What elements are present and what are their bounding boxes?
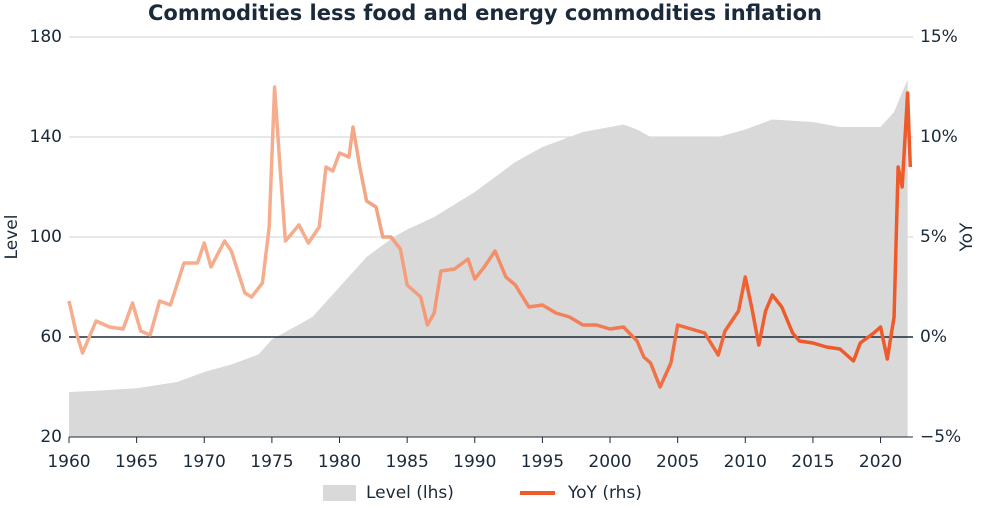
chart-title: Commodities less food and energy commodi… [148, 1, 822, 25]
x-tick-label: 1960 [47, 452, 90, 472]
y-tick-label: 100 [30, 227, 62, 247]
y2-tick-label: 15% [920, 27, 958, 47]
y-tick-label: 20 [40, 427, 62, 447]
legend-label: Level (lhs) [366, 483, 454, 503]
yoy-line [67, 85, 913, 389]
x-tick-label: 2020 [859, 452, 902, 472]
y2-axis-label: YoY [957, 222, 977, 253]
x-tick-label: 2000 [588, 452, 631, 472]
x-tick-label: 1995 [521, 452, 564, 472]
y-axis-label: Level [2, 215, 22, 260]
y-tick-label: 60 [40, 327, 62, 347]
y2-tick-label: 0% [920, 327, 947, 347]
x-tick-label: 1990 [453, 452, 496, 472]
y2-tick-label: 10% [920, 127, 958, 147]
x-tick-label: 2015 [791, 452, 834, 472]
legend-label: YoY (rhs) [567, 483, 642, 503]
x-tick-label: 1985 [386, 452, 429, 472]
x-tick-label: 1970 [183, 452, 226, 472]
x-tick-label: 2005 [656, 452, 699, 472]
legend-swatch [323, 485, 356, 501]
x-tick-label: 2010 [724, 452, 767, 472]
y-tick-label: 140 [30, 127, 62, 147]
x-tick-label: 1980 [318, 452, 361, 472]
x-tick-label: 1965 [115, 452, 158, 472]
y2-tick-label: −5% [920, 427, 961, 447]
x-tick-label: 1975 [250, 452, 293, 472]
y2-tick-label: 5% [920, 227, 947, 247]
y-tick-label: 180 [30, 27, 62, 47]
